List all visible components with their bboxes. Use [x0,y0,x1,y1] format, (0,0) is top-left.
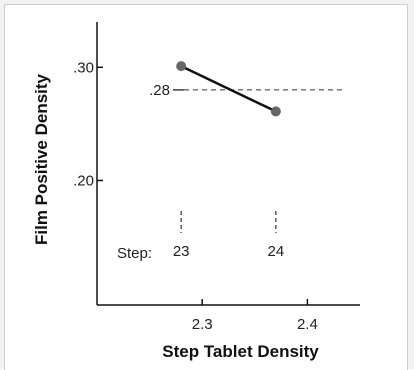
y-tick-label: .20 [73,172,94,189]
step-number: 23 [173,243,190,260]
data-point [176,61,187,72]
data-point [270,106,281,117]
x-tick-label: 2.4 [297,316,318,333]
x-axis-title: Step Tablet Density [162,342,319,361]
chart-panel [4,4,408,370]
reference-line-label: .28 [149,82,170,99]
series-line [179,64,278,113]
y-tick-label: .30 [73,59,94,76]
step-label: Step: [117,245,152,262]
step-number: 24 [267,243,284,260]
x-tick-label: 2.3 [192,316,213,333]
y-axis-title: Film Positive Density [32,73,51,245]
